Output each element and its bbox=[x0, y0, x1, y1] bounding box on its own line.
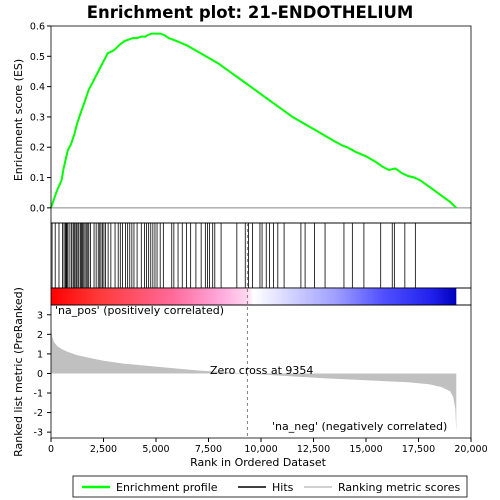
es-y-tick-label: 0.3 bbox=[30, 112, 45, 123]
enrichment-score-panel: 0.0 0.1 0.2 0.3 0.4 0.5 0.6 Enrichment score (… bbox=[12, 22, 472, 224]
metric-y-tick-label: -1 bbox=[34, 389, 43, 400]
neg-correlated-label: 'na_neg' (negatively correlated) bbox=[272, 420, 447, 433]
metric-y-axis-label: Ranked list metric (PreRanked) bbox=[12, 287, 25, 457]
pos-correlated-label: 'na_pos' (positively correlated) bbox=[55, 304, 224, 317]
es-y-tick-label: 0.5 bbox=[30, 52, 45, 63]
es-y-tick-label: 0.6 bbox=[30, 22, 45, 33]
ranking-metric-area bbox=[51, 324, 457, 433]
legend-metric-label: Ranking metric scores bbox=[338, 481, 460, 494]
metric-y-tick-label: 3 bbox=[37, 310, 43, 321]
hits-panel-frame bbox=[50, 222, 472, 289]
x-tick-label: 2,500 bbox=[90, 444, 117, 455]
hits-panel bbox=[50, 222, 472, 289]
es-y-tick-label: 0.2 bbox=[30, 143, 45, 154]
legend: Enrichment profile Hits Ranking metric s… bbox=[72, 475, 468, 498]
metric-y-ticks: -3 -2 -1 0 1 2 3 bbox=[34, 310, 51, 439]
x-tick-label: 5,000 bbox=[142, 444, 169, 455]
es-y-ticks: 0.0 0.1 0.2 0.3 0.4 0.5 0.6 bbox=[30, 22, 51, 214]
es-y-tick-label: 0.1 bbox=[30, 173, 45, 184]
metric-y-tick-label: 1 bbox=[37, 349, 43, 360]
rank-x-ticks: 0 2,500 5,000 7,500 10,000 12,500 15,000 17,500… bbox=[48, 438, 488, 455]
chart-title: Enrichment plot: 21-ENDOTHELIUM bbox=[87, 3, 414, 22]
es-y-tick-label: 0.4 bbox=[30, 82, 45, 93]
metric-y-tick-label: -3 bbox=[34, 428, 43, 439]
x-tick-label: 12,500 bbox=[297, 444, 330, 455]
x-tick-label: 7,500 bbox=[195, 444, 222, 455]
legend-box bbox=[72, 475, 468, 498]
ranked-metric-panel: 'na_pos' (positively correlated) Zero cr… bbox=[12, 223, 488, 469]
metric-y-tick-label: -2 bbox=[34, 408, 43, 419]
x-tick-label: 15,000 bbox=[349, 444, 382, 455]
es-y-tick-label: 0.0 bbox=[30, 203, 45, 214]
es-panel-frame bbox=[50, 25, 472, 224]
es-y-axis-label: Enrichment score (ES) bbox=[12, 59, 25, 181]
hit-lines bbox=[51, 223, 416, 288]
zero-cross-label: Zero cross at 9354 bbox=[210, 364, 313, 377]
rank-gradient bbox=[51, 288, 457, 305]
x-tick-label: 17,500 bbox=[402, 444, 435, 455]
x-tick-label: 20,000 bbox=[454, 444, 487, 455]
enrichment-profile-line bbox=[50, 32, 457, 209]
legend-profile-label: Enrichment profile bbox=[116, 481, 218, 494]
x-axis-label: Rank in Ordered Dataset bbox=[190, 456, 327, 469]
x-tick-label: 0 bbox=[48, 444, 54, 455]
rank-color-bar bbox=[50, 287, 472, 306]
x-tick-label: 10,000 bbox=[244, 444, 277, 455]
metric-y-tick-label: 2 bbox=[37, 330, 43, 341]
metric-y-tick-label: 0 bbox=[37, 369, 43, 380]
legend-hits-label: Hits bbox=[272, 481, 294, 494]
